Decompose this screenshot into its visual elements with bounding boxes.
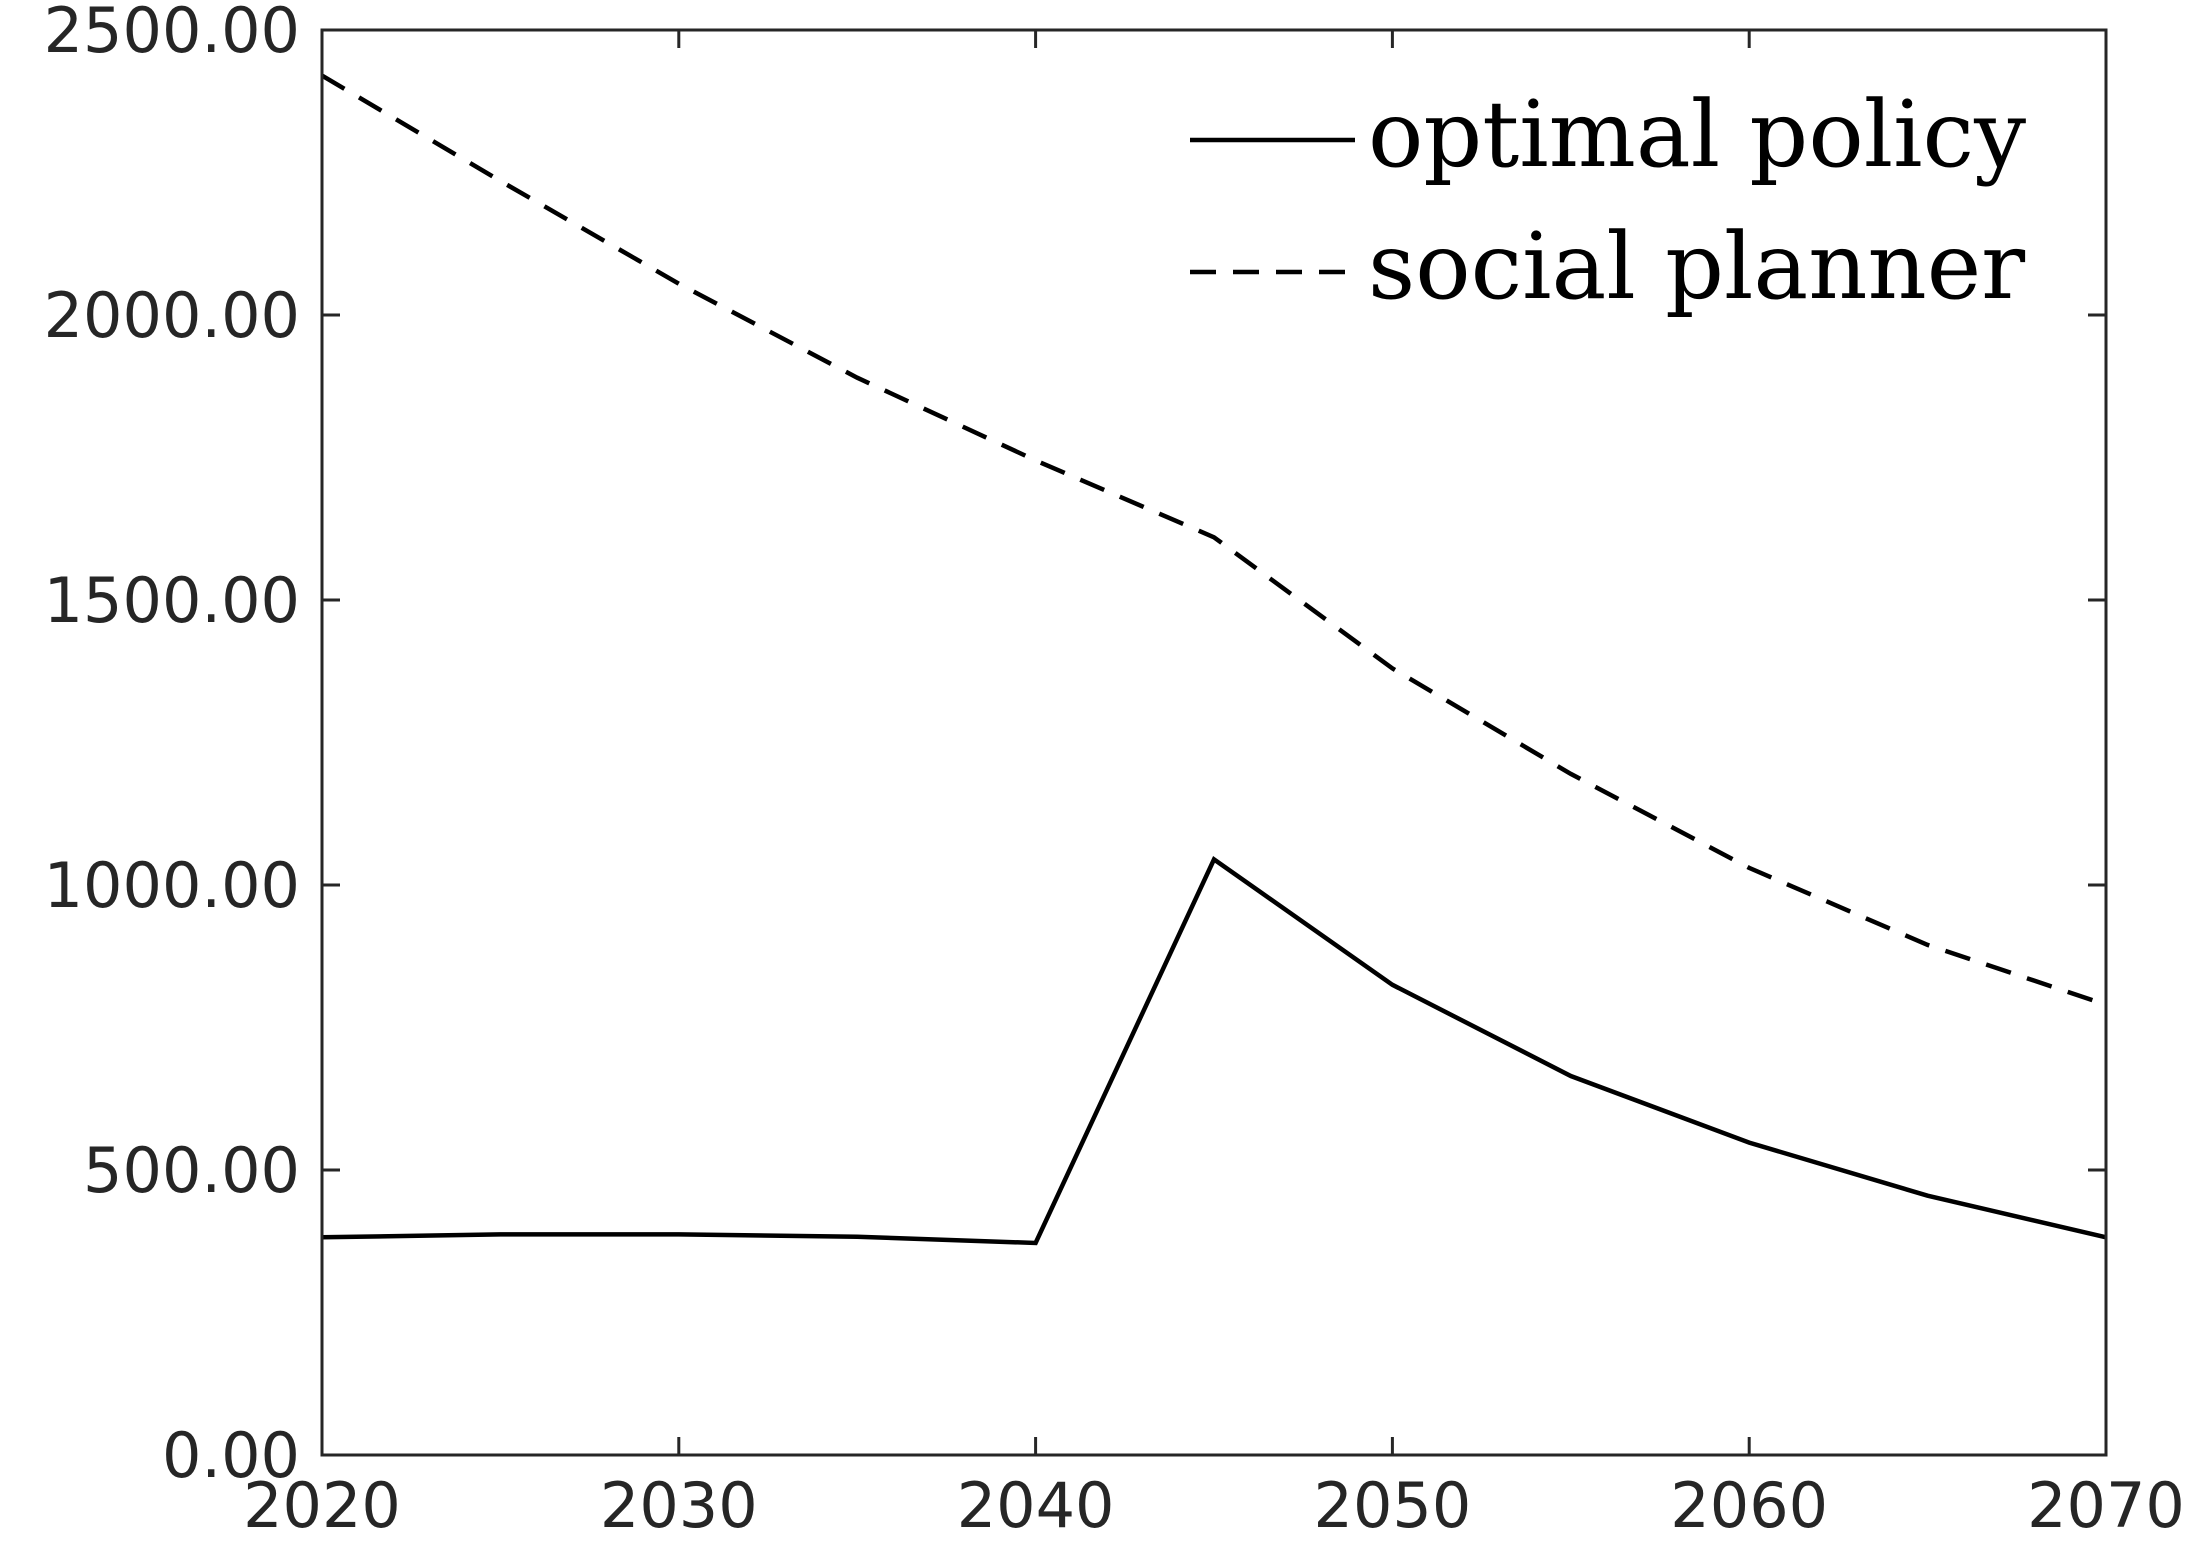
tick-labels: 2020 2030 2040 2050 2060 2070 0.00 500.00 1000.0…	[44, 0, 2185, 1542]
y-tick-label: 1000.00	[44, 849, 300, 922]
x-tick-label: 2040	[957, 1469, 1115, 1542]
plot-frame	[320, 28, 2108, 1457]
x-tick-label: 2060	[1670, 1469, 1828, 1542]
x-tick-label: 2020	[243, 1469, 401, 1542]
series-line-social-planner	[320, 73, 2107, 1007]
x-tick-label: 2030	[600, 1469, 758, 1542]
legend-label-social-planner: social planner	[1368, 213, 2025, 320]
x-tick-label: 2050	[1314, 1469, 1472, 1542]
y-tick-label: 2000.00	[44, 279, 300, 352]
y-tick-label: 500.00	[83, 1134, 300, 1207]
series-line-optimal-policy	[321, 856, 2107, 1246]
y-tick-label: 1500.00	[44, 564, 300, 637]
legend: optimal policy social planner	[1190, 81, 2026, 320]
series-lines	[320, 73, 2107, 1246]
legend-label-optimal-policy: optimal policy	[1368, 81, 2026, 188]
y-tick-label: 2500.00	[44, 0, 300, 67]
y-tick-label: 0.00	[162, 1419, 300, 1492]
x-tick-label: 2070	[2027, 1469, 2185, 1542]
